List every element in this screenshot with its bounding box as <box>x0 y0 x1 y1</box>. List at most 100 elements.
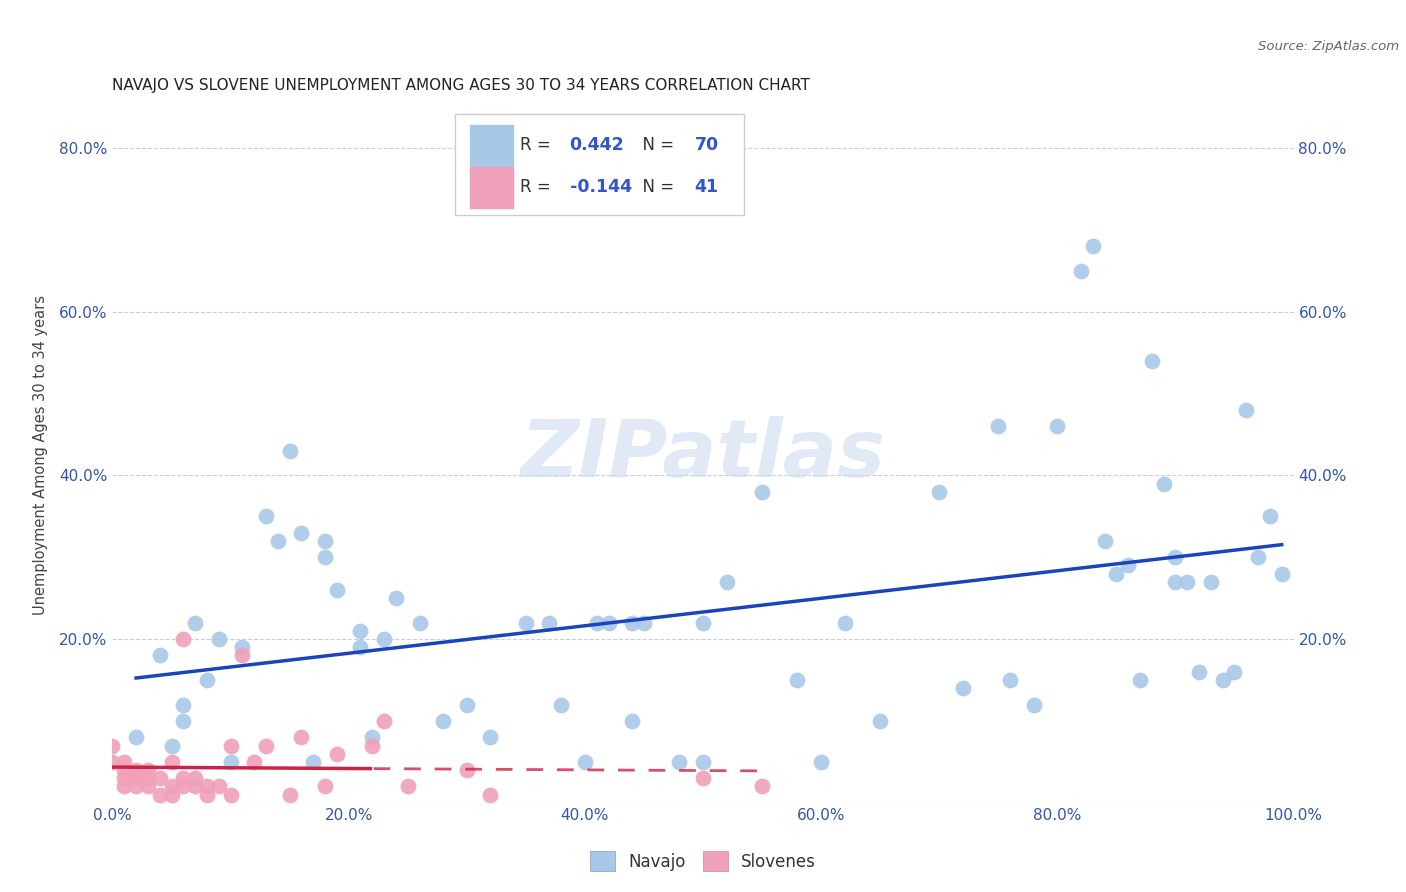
Point <box>184 780 207 794</box>
Point <box>160 788 183 802</box>
Point <box>1022 698 1045 712</box>
Point <box>598 615 620 630</box>
Point <box>633 615 655 630</box>
Point <box>112 755 135 769</box>
Point <box>692 771 714 785</box>
Point <box>101 755 124 769</box>
Point <box>1153 476 1175 491</box>
Point <box>574 755 596 769</box>
Point <box>219 739 242 753</box>
Point <box>1234 403 1257 417</box>
Point <box>396 780 419 794</box>
Point <box>160 780 183 794</box>
Point <box>928 484 950 499</box>
Point <box>172 698 194 712</box>
Point <box>254 739 277 753</box>
Point <box>112 771 135 785</box>
Point <box>621 714 644 728</box>
FancyBboxPatch shape <box>456 114 744 215</box>
Point <box>456 698 478 712</box>
Point <box>1188 665 1211 679</box>
Point <box>219 788 242 802</box>
Point <box>621 615 644 630</box>
FancyBboxPatch shape <box>471 167 513 208</box>
Point <box>1247 550 1270 565</box>
Point <box>716 574 738 589</box>
Point <box>952 681 974 696</box>
Text: Source: ZipAtlas.com: Source: ZipAtlas.com <box>1258 40 1399 54</box>
Point <box>668 755 690 769</box>
Text: NAVAJO VS SLOVENE UNEMPLOYMENT AMONG AGES 30 TO 34 YEARS CORRELATION CHART: NAVAJO VS SLOVENE UNEMPLOYMENT AMONG AGE… <box>112 78 810 94</box>
Point <box>172 714 194 728</box>
Point <box>585 615 607 630</box>
Point <box>149 648 172 663</box>
Point <box>160 755 183 769</box>
Point <box>1129 673 1152 687</box>
Point <box>349 624 371 638</box>
Point <box>125 780 148 794</box>
Point <box>751 484 773 499</box>
Point <box>314 533 336 548</box>
Text: ZIPatlas: ZIPatlas <box>520 416 886 494</box>
Point <box>125 771 148 785</box>
Point <box>692 755 714 769</box>
Point <box>1116 558 1139 573</box>
Point <box>361 739 384 753</box>
Point <box>1258 509 1281 524</box>
Point <box>1164 574 1187 589</box>
Legend: Navajo, Slovenes: Navajo, Slovenes <box>583 845 823 878</box>
Point <box>810 755 832 769</box>
Y-axis label: Unemployment Among Ages 30 to 34 years: Unemployment Among Ages 30 to 34 years <box>32 295 48 615</box>
Text: -0.144: -0.144 <box>569 178 631 196</box>
Point <box>278 788 301 802</box>
Point <box>149 788 172 802</box>
Point <box>349 640 371 655</box>
Text: N =: N = <box>633 178 679 196</box>
Point <box>373 714 395 728</box>
Point <box>278 443 301 458</box>
Point <box>112 780 135 794</box>
Point <box>1105 566 1128 581</box>
Point <box>125 731 148 745</box>
Point <box>149 771 172 785</box>
Point <box>267 533 290 548</box>
Point <box>208 632 231 646</box>
Point <box>136 780 159 794</box>
Text: R =: R = <box>520 136 555 154</box>
Point <box>314 780 336 794</box>
Point <box>1175 574 1198 589</box>
Point <box>1223 665 1246 679</box>
Point <box>195 788 218 802</box>
Point <box>361 731 384 745</box>
Point <box>112 763 135 777</box>
Point <box>786 673 808 687</box>
Point <box>515 615 537 630</box>
Point <box>326 747 349 761</box>
Point <box>550 698 572 712</box>
Text: 41: 41 <box>695 178 718 196</box>
Point <box>172 632 194 646</box>
Point <box>751 780 773 794</box>
Point <box>1164 550 1187 565</box>
Text: 70: 70 <box>695 136 718 154</box>
Point <box>1046 419 1069 434</box>
Point <box>479 731 502 745</box>
Point <box>125 763 148 777</box>
Text: N =: N = <box>633 136 679 154</box>
Point <box>231 640 253 655</box>
Point <box>1271 566 1294 581</box>
Point <box>254 509 277 524</box>
Text: 0.442: 0.442 <box>569 136 624 154</box>
Point <box>243 755 266 769</box>
Point <box>172 780 194 794</box>
Point <box>373 632 395 646</box>
Point <box>195 673 218 687</box>
Point <box>1212 673 1234 687</box>
Text: R =: R = <box>520 178 555 196</box>
Point <box>1140 353 1163 368</box>
Point <box>385 591 408 606</box>
Point <box>987 419 1010 434</box>
Point <box>290 731 312 745</box>
Point <box>1199 574 1222 589</box>
Point <box>302 755 325 769</box>
